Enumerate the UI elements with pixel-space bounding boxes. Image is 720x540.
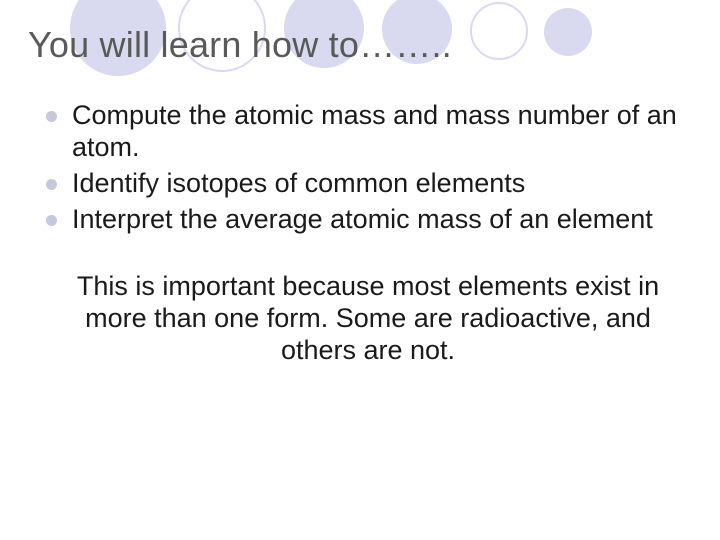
page-title: You will learn how to…….. bbox=[28, 24, 692, 66]
note-text: This is important because most elements … bbox=[28, 271, 692, 367]
list-item: Identify isotopes of common elements bbox=[42, 168, 692, 200]
list-item: Compute the atomic mass and mass number … bbox=[42, 100, 692, 164]
bullet-list: Compute the atomic mass and mass number … bbox=[28, 100, 692, 235]
slide-content: You will learn how to…….. Compute the at… bbox=[0, 0, 720, 387]
list-item: Interpret the average atomic mass of an … bbox=[42, 204, 692, 236]
